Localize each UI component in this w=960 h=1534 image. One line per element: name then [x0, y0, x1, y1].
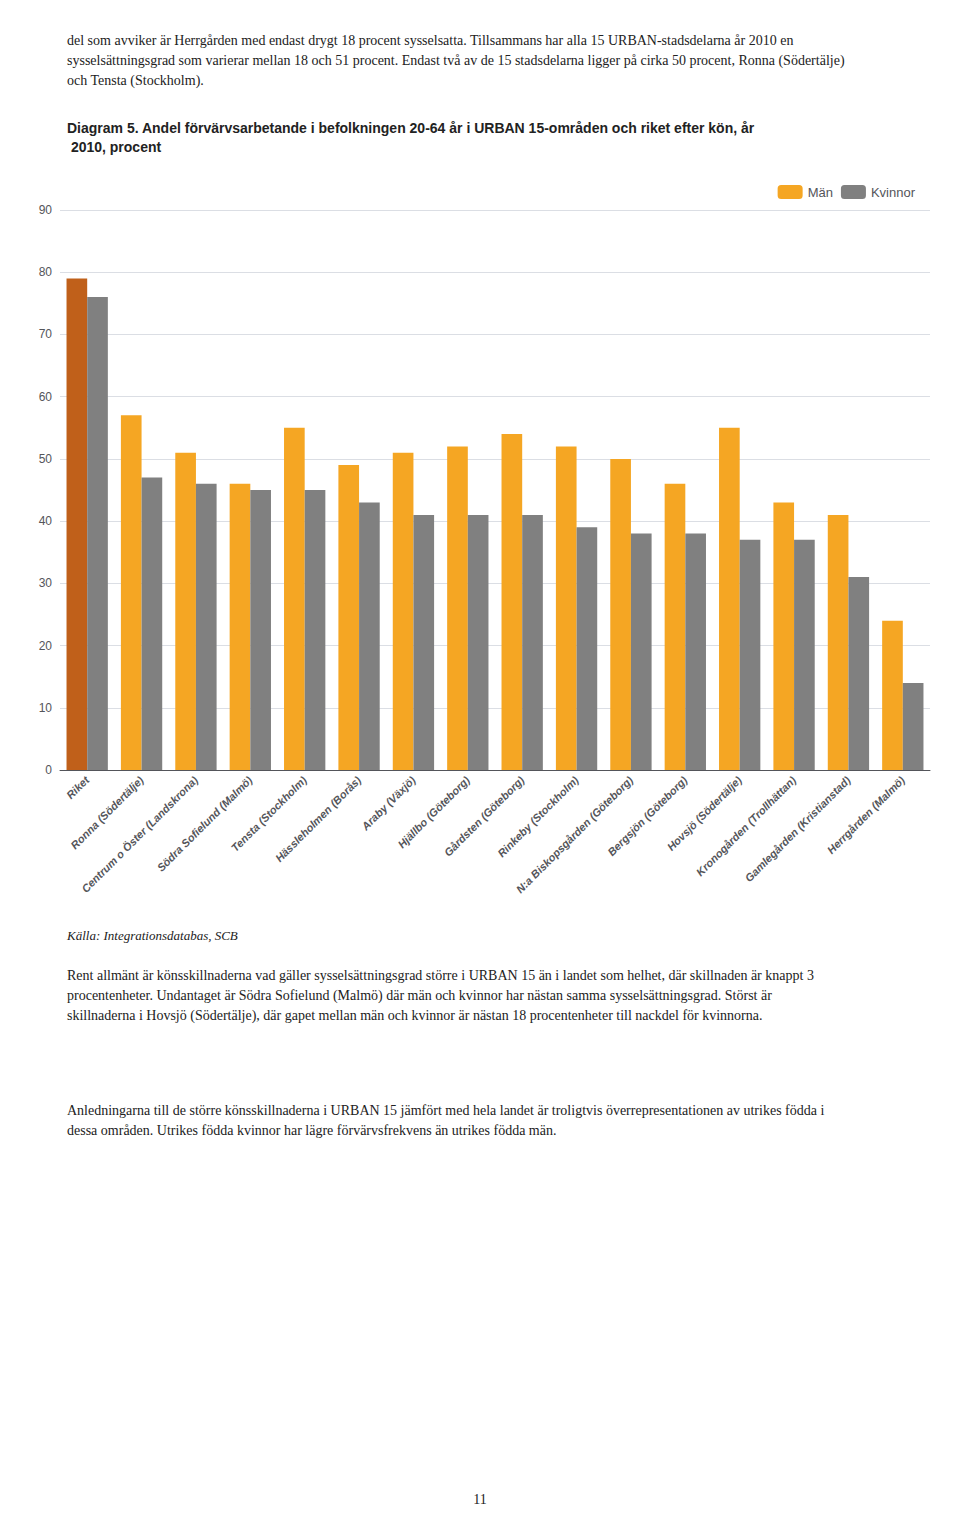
svg-text:0: 0	[45, 763, 52, 777]
svg-text:Rent allmänt är könsskillnader: Rent allmänt är könsskillnaderna vad gäl…	[67, 968, 817, 983]
svg-text:del som avviker är Herrgården: del som avviker är Herrgården med endast…	[67, 33, 797, 48]
svg-text:Män: Män	[808, 185, 833, 200]
svg-text:Anledningarna till de större k: Anledningarna till de större könsskillna…	[67, 1103, 828, 1118]
svg-text:Hjällbo (Göteborg): Hjällbo (Göteborg)	[395, 773, 473, 851]
svg-text:Riket: Riket	[64, 773, 92, 801]
svg-text:Kvinnor: Kvinnor	[871, 185, 916, 200]
svg-text:Araby (Växjö): Araby (Växjö)	[358, 774, 418, 834]
svg-text:90: 90	[39, 203, 53, 217]
svg-text:N:a Biskopsgården (Göteborg): N:a Biskopsgården (Göteborg)	[514, 774, 636, 896]
svg-text:Ronna (Södertälje): Ronna (Södertälje)	[68, 773, 146, 852]
svg-text:och Tensta (Stockholm).: och Tensta (Stockholm).	[67, 73, 204, 89]
svg-text:20: 20	[39, 639, 53, 653]
svg-text:procentenheter. Undantaget är: procentenheter. Undantaget är Södra Sofi…	[67, 988, 775, 1004]
svg-text:skillnaderna i Hovsjö (Södertä: skillnaderna i Hovsjö (Södertälje), där …	[67, 1008, 763, 1024]
svg-text:Gårdsten (Göteborg): Gårdsten (Göteborg)	[441, 773, 527, 859]
svg-text:Centrum o Öster (Landskrona): Centrum o Öster (Landskrona)	[79, 774, 200, 895]
svg-text:Södra Sofielund (Malmö): Södra Sofielund (Malmö)	[155, 774, 255, 874]
svg-text:40: 40	[39, 514, 53, 528]
svg-text:Bergsjön (Göteborg): Bergsjön (Göteborg)	[605, 773, 690, 859]
svg-text:Gamlegården (Kristianstad): Gamlegården (Kristianstad)	[742, 774, 853, 885]
svg-text:Källa: Integrationsdatabas, SC: Källa: Integrationsdatabas, SCB	[66, 928, 238, 943]
svg-text:Hässleholmen (Borås): Hässleholmen (Borås)	[273, 774, 364, 865]
svg-text:50: 50	[39, 452, 53, 466]
svg-text:70: 70	[39, 327, 53, 341]
svg-text:80: 80	[39, 265, 53, 279]
svg-text:Diagram 5. Andel förvärvsarbet: Diagram 5. Andel förvärvsarbetande i bef…	[67, 120, 755, 136]
svg-text:sysselsättningsgrad som varier: sysselsättningsgrad som varierar mellan …	[67, 53, 848, 69]
svg-text:Rinkeby (Stockholm): Rinkeby (Stockholm)	[495, 773, 581, 860]
svg-text:Tensta (Stockholm): Tensta (Stockholm)	[228, 773, 309, 854]
svg-text:dessa områden. Utrikes födda k: dessa områden. Utrikes födda kvinnor har…	[67, 1123, 556, 1138]
svg-text:2010, procent: 2010, procent	[67, 139, 161, 155]
svg-text:60: 60	[39, 390, 53, 404]
svg-text:Herrgården (Malmö): Herrgården (Malmö)	[825, 774, 908, 857]
svg-text:10: 10	[39, 701, 53, 715]
svg-text:Kronogården (Trollhättan): Kronogården (Trollhättan)	[694, 774, 799, 879]
svg-text:Hovsjö (Södertälje): Hovsjö (Södertälje)	[664, 773, 744, 853]
svg-text:30: 30	[39, 576, 53, 590]
svg-text:11: 11	[473, 1492, 486, 1507]
